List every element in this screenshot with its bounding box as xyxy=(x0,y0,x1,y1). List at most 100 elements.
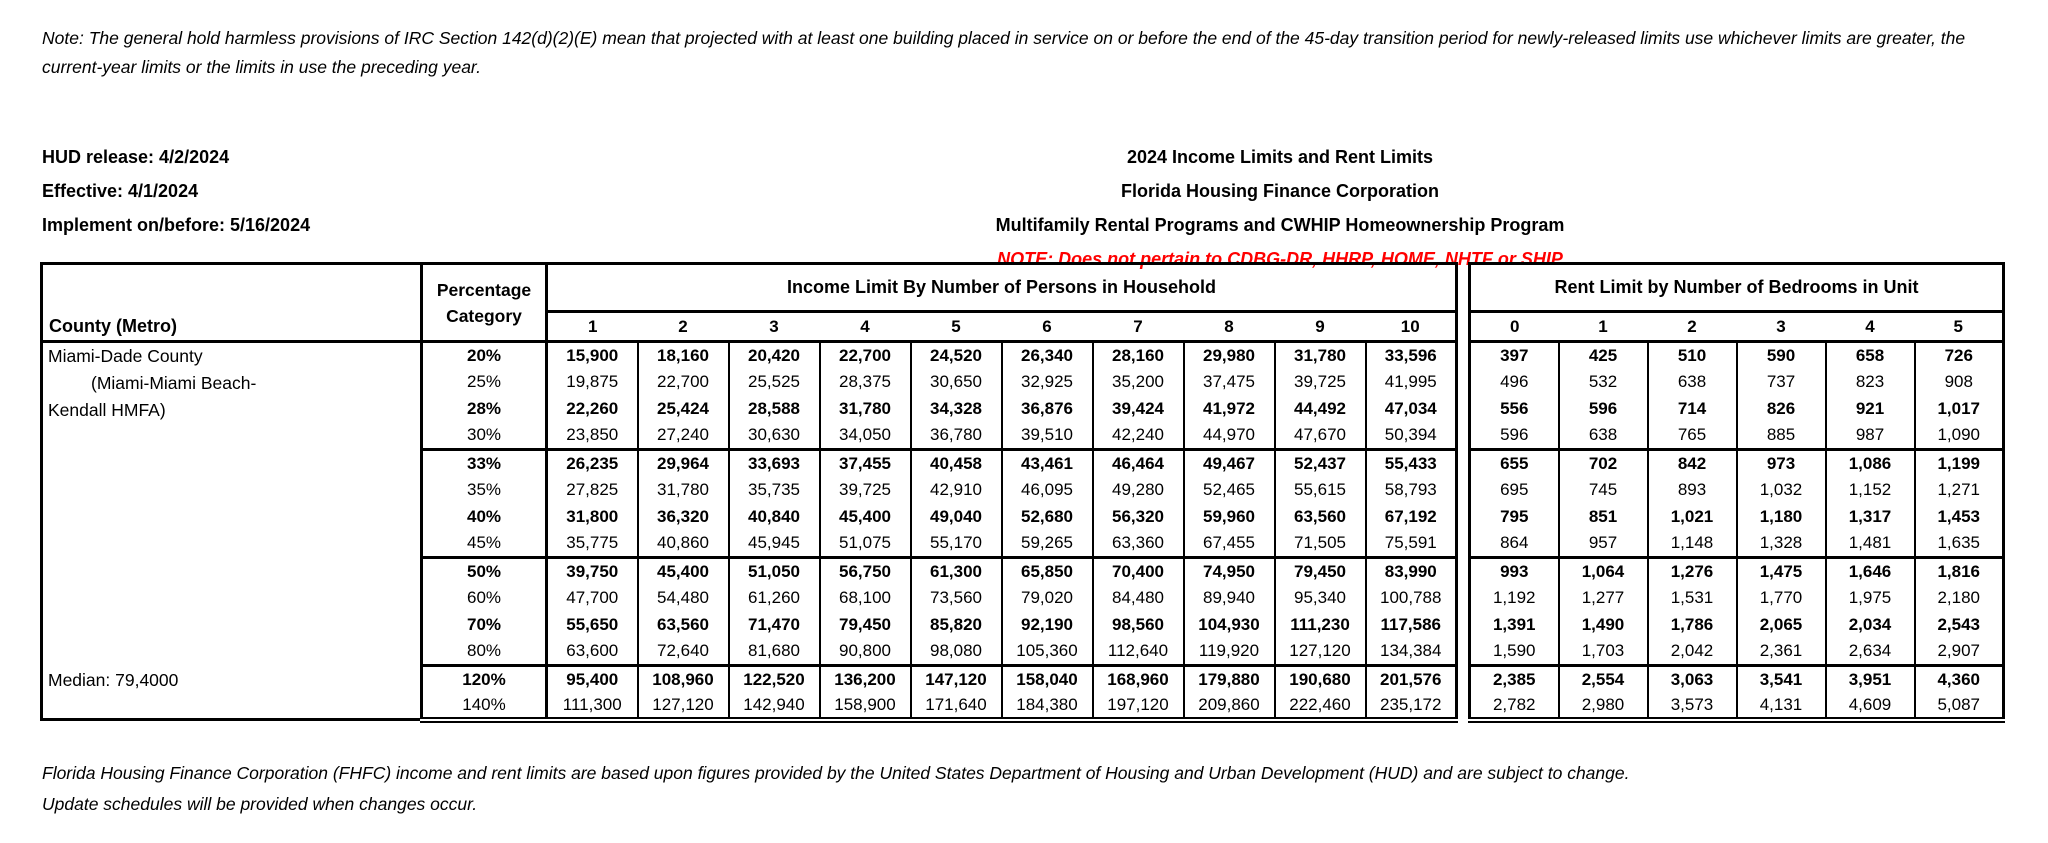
bedrooms-col-header: 0 xyxy=(1469,311,1559,343)
percentage-cell: 28% xyxy=(420,395,548,423)
rent-value-cell: 2,042 xyxy=(1646,638,1738,666)
rent-table-row: 795 851 1,021 1,180 1,317 1,453 xyxy=(1468,503,2005,531)
income-value-cell: 45,400 xyxy=(818,503,912,531)
income-value-cell: 15,900 xyxy=(545,341,639,369)
income-table-row: 70% 55,650 63,560 71,470 79,450 85,820 92,190 9… xyxy=(42,611,1458,639)
rent-value-cell: 2,554 xyxy=(1557,664,1649,693)
rent-value-cell: 5,087 xyxy=(1913,692,2005,723)
rent-value-cell: 1,086 xyxy=(1824,448,1916,477)
rent-value-cell: 1,271 xyxy=(1913,476,2005,504)
income-value-cell: 25,424 xyxy=(636,395,730,423)
bedrooms-col-header: 4 xyxy=(1825,311,1915,343)
income-value-cell: 56,750 xyxy=(818,556,912,585)
rent-value-cell: 638 xyxy=(1646,368,1738,396)
income-value-cell: 95,400 xyxy=(545,664,639,693)
rent-value-cell: 4,131 xyxy=(1735,692,1827,723)
rent-value-cell: 885 xyxy=(1735,422,1827,450)
income-value-cell: 58,793 xyxy=(1364,476,1458,504)
income-value-cell: 209,860 xyxy=(1182,692,1276,723)
percentage-cell: 140% xyxy=(420,692,548,723)
income-value-cell: 47,700 xyxy=(545,584,639,612)
income-value-cell: 108,960 xyxy=(636,664,730,693)
income-value-cell: 73,560 xyxy=(909,584,1003,612)
income-value-cell: 134,384 xyxy=(1364,638,1458,666)
rent-value-cell: 510 xyxy=(1646,341,1738,369)
income-value-cell: 79,450 xyxy=(1273,556,1367,585)
income-value-cell: 26,340 xyxy=(1000,341,1094,369)
income-table-row: 50% 39,750 45,400 51,050 56,750 61,300 65,850 7… xyxy=(42,556,1458,585)
rent-value-cell: 638 xyxy=(1557,422,1649,450)
income-value-cell: 63,600 xyxy=(545,638,639,666)
income-value-cell: 122,520 xyxy=(727,664,821,693)
income-value-cell: 36,876 xyxy=(1000,395,1094,423)
rent-value-cell: 496 xyxy=(1468,368,1560,396)
persons-col-header: 1 xyxy=(546,311,638,343)
rent-table-row: 2,782 2,980 3,573 4,131 4,609 5,087 xyxy=(1468,692,2005,723)
income-value-cell: 74,950 xyxy=(1182,556,1276,585)
income-value-cell: 50,394 xyxy=(1364,422,1458,450)
rent-value-cell: 1,328 xyxy=(1735,530,1827,558)
income-value-cell: 54,480 xyxy=(636,584,730,612)
income-value-cell: 49,280 xyxy=(1091,476,1185,504)
income-value-cell: 75,591 xyxy=(1364,530,1458,558)
income-table-row: 25% 19,875 22,700 25,525 28,375 30,650 32,925 3… xyxy=(42,368,1458,396)
bedrooms-col-header: 5 xyxy=(1914,311,2004,343)
rent-value-cell: 655 xyxy=(1468,448,1560,477)
rent-value-cell: 1,531 xyxy=(1646,584,1738,612)
income-value-cell: 25,525 xyxy=(727,368,821,396)
income-value-cell: 61,260 xyxy=(727,584,821,612)
income-value-cell: 39,510 xyxy=(1000,422,1094,450)
rent-value-cell: 987 xyxy=(1824,422,1916,450)
income-value-cell: 31,780 xyxy=(636,476,730,504)
income-value-cell: 34,050 xyxy=(818,422,912,450)
rent-value-cell: 397 xyxy=(1468,341,1560,369)
income-value-cell: 22,700 xyxy=(818,341,912,369)
income-value-cell: 51,075 xyxy=(818,530,912,558)
percentage-cell: 120% xyxy=(420,664,548,693)
hud-release-date: HUD release: 4/2/2024 xyxy=(42,147,230,167)
income-value-cell: 98,080 xyxy=(909,638,1003,666)
income-table-row: 35% 27,825 31,780 35,735 39,725 42,910 46,095 4… xyxy=(42,476,1458,504)
income-value-cell: 222,460 xyxy=(1273,692,1367,723)
bedrooms-col-header: 1 xyxy=(1558,311,1648,343)
income-value-cell: 40,860 xyxy=(636,530,730,558)
rent-value-cell: 1,590 xyxy=(1468,638,1560,666)
percentage-cell: 20% xyxy=(420,341,548,369)
income-value-cell: 52,437 xyxy=(1273,448,1367,477)
rent-value-cell: 957 xyxy=(1557,530,1649,558)
rent-table-row: 864 957 1,148 1,328 1,481 1,635 xyxy=(1468,530,2005,558)
hold-harmless-note: Note: The general hold harmless provisio… xyxy=(42,28,1966,77)
county-name-line: Kendall HMFA) xyxy=(48,400,166,420)
percentage-category-header: Percentage Category xyxy=(421,263,548,343)
income-value-cell: 127,120 xyxy=(636,692,730,723)
income-table-row: 80% 63,600 72,640 81,680 90,800 98,080 105,360… xyxy=(42,638,1458,666)
rent-value-cell: 702 xyxy=(1557,448,1649,477)
rent-value-cell: 1,017 xyxy=(1913,395,2005,423)
rent-value-cell: 1,276 xyxy=(1646,556,1738,585)
rent-header-row: Rent Limit by Number of Bedrooms in Unit xyxy=(1469,263,2004,313)
percentage-header-line1: Percentage xyxy=(436,279,532,300)
income-value-cell: 197,120 xyxy=(1091,692,1185,723)
percentage-cell: 70% xyxy=(420,611,548,639)
rent-table-row: 1,590 1,703 2,042 2,361 2,634 2,907 xyxy=(1468,638,2005,666)
income-table-row: Miami-Dade County (Miami-Miami Beach- Kend… xyxy=(41,341,1458,720)
income-value-cell: 31,800 xyxy=(545,503,639,531)
income-value-cell: 56,320 xyxy=(1091,503,1185,531)
income-table-row: 60% 47,700 54,480 61,260 68,100 73,560 79,020 8… xyxy=(42,584,1458,612)
income-value-cell: 28,588 xyxy=(727,395,821,423)
income-value-cell: 42,910 xyxy=(909,476,1003,504)
rent-value-cell: 993 xyxy=(1468,556,1560,585)
rent-value-cell: 726 xyxy=(1913,341,2005,369)
income-value-cell: 63,560 xyxy=(636,611,730,639)
median-label: Median: 79,4000 xyxy=(48,670,179,690)
income-value-cell: 19,875 xyxy=(545,368,639,396)
income-value-cell: 20,420 xyxy=(727,341,821,369)
percentage-cell: 33% xyxy=(420,448,548,477)
rent-value-cell: 1,148 xyxy=(1646,530,1738,558)
income-value-cell: 36,780 xyxy=(909,422,1003,450)
rent-value-cell: 1,032 xyxy=(1735,476,1827,504)
income-value-cell: 184,380 xyxy=(1000,692,1094,723)
persons-col-header: 3 xyxy=(728,311,820,343)
rent-value-cell: 1,816 xyxy=(1913,556,2005,585)
rent-value-cell: 737 xyxy=(1735,368,1827,396)
